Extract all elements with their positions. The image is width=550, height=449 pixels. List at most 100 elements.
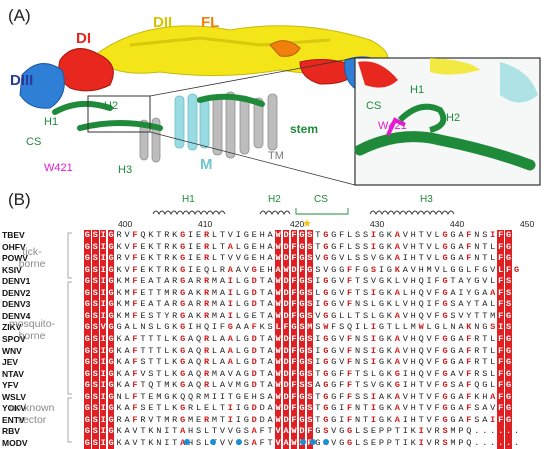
- residue-cell: A: [188, 276, 194, 287]
- residue-cell: G: [180, 299, 186, 310]
- residue-cell: Q: [196, 357, 202, 368]
- residue-cell: A: [267, 287, 273, 298]
- residue-cell: S: [362, 299, 369, 310]
- residue-cell: G: [450, 241, 456, 252]
- residue-cell: M: [426, 264, 432, 275]
- residue-cell: V: [370, 253, 377, 264]
- residue-cell: T: [156, 357, 162, 368]
- residue-cell: P: [386, 426, 392, 437]
- key-residue-dot: [236, 439, 242, 445]
- structure-figure: [19, 25, 541, 186]
- residue-cell: L: [442, 322, 448, 333]
- residue-cell: A: [267, 345, 273, 356]
- residue-cell: D: [282, 310, 290, 323]
- residue-cell: L: [490, 299, 496, 310]
- residue-cell: T: [355, 368, 361, 379]
- residue-cell: G: [243, 310, 249, 321]
- key-residue-dot: [323, 439, 329, 445]
- residue-cell: T: [362, 403, 369, 414]
- residue-cell: L: [211, 253, 218, 264]
- residue-cell: A: [124, 403, 130, 414]
- residue-cell: G: [450, 403, 456, 414]
- residue-cell: K: [116, 287, 122, 298]
- residue-cell: G: [298, 414, 306, 427]
- residue-cell: Q: [418, 368, 424, 379]
- residue-cell: A: [458, 241, 464, 252]
- residue-cell: A: [124, 414, 130, 425]
- residue-cell: I: [99, 264, 107, 277]
- residue-cell: A: [124, 357, 130, 368]
- residue-cell: S: [362, 310, 369, 321]
- residue-cell: G: [298, 368, 306, 381]
- residue-cell: F: [347, 414, 353, 425]
- residue-cell: Q: [188, 391, 194, 402]
- residue-cell: M: [124, 276, 130, 287]
- residue-cell: T: [156, 299, 162, 310]
- residue-cell: V: [426, 426, 432, 437]
- residue-cell: L: [211, 345, 218, 356]
- residue-cell: K: [116, 264, 122, 275]
- residue-cell: G: [180, 403, 186, 414]
- residue-cell: I: [227, 287, 233, 298]
- residue-cell: G: [180, 230, 186, 240]
- residue-cell: .: [514, 426, 520, 437]
- ruler-tick-label: 450: [520, 219, 535, 229]
- residue-cell: V: [426, 437, 432, 448]
- residue-cell: S: [442, 437, 448, 448]
- residue-cell: G: [394, 380, 400, 391]
- residue-cell: K: [116, 426, 122, 437]
- residue-cell: G: [84, 391, 91, 404]
- residue-cell: T: [140, 333, 146, 344]
- residue-cell: M: [490, 310, 496, 321]
- residue-cell: M: [124, 299, 130, 310]
- residue-cell: I: [426, 276, 432, 287]
- residue-cell: F: [132, 287, 138, 298]
- residue-cell: S: [306, 276, 314, 288]
- residue-cell: F: [132, 414, 138, 425]
- sequence-name: RBV: [2, 426, 20, 437]
- residue-cell: I: [370, 357, 377, 368]
- residue-cell: T: [219, 241, 226, 252]
- residue-cell: I: [490, 414, 496, 425]
- residue-cell: R: [203, 276, 210, 287]
- residue-cell: V: [426, 380, 432, 391]
- residue-cell: A: [458, 322, 464, 333]
- residue-cell: G: [386, 264, 392, 275]
- residue-cell: T: [156, 264, 162, 275]
- fl-label: FL: [201, 14, 220, 31]
- sequence-name: WSLV: [2, 391, 26, 402]
- residue-cell: I: [370, 403, 377, 414]
- residue-cell: A: [267, 310, 273, 321]
- residue-cell: A: [394, 403, 400, 414]
- residue-cell: G: [107, 322, 115, 334]
- residue-cell: L: [347, 253, 353, 264]
- residue-cell: K: [116, 437, 122, 448]
- residue-cell: T: [315, 241, 321, 252]
- residue-cell: F: [132, 241, 138, 252]
- residue-cell: G: [378, 310, 385, 321]
- residue-cell: F: [347, 333, 353, 344]
- residue-cell: R: [172, 414, 178, 425]
- residue-cell: A: [124, 368, 130, 379]
- residue-cell: N: [355, 403, 361, 414]
- residue-cell: Q: [196, 333, 202, 344]
- residue-cell: T: [267, 426, 273, 437]
- residue-cell: I: [99, 368, 107, 381]
- residue-cell: F: [259, 437, 265, 448]
- residue-cell: I: [370, 230, 377, 240]
- residue-cell: G: [251, 264, 257, 275]
- residue-cell: M: [211, 368, 218, 379]
- residue-cell: Q: [418, 299, 424, 310]
- residue-cell: A: [378, 391, 385, 402]
- residue-cell: W: [290, 426, 298, 438]
- residue-cell: G: [323, 380, 329, 391]
- residue-cell: G: [450, 357, 456, 368]
- residue-cell: H: [410, 299, 416, 310]
- residue-cell: K: [172, 345, 178, 356]
- residue-cell: N: [156, 437, 162, 448]
- residue-cell: A: [227, 357, 233, 368]
- inset-w421-label: W421: [378, 120, 407, 132]
- residue-cell: S: [91, 299, 99, 311]
- residue-cell: G: [323, 310, 329, 321]
- residue-cell: S: [505, 287, 512, 300]
